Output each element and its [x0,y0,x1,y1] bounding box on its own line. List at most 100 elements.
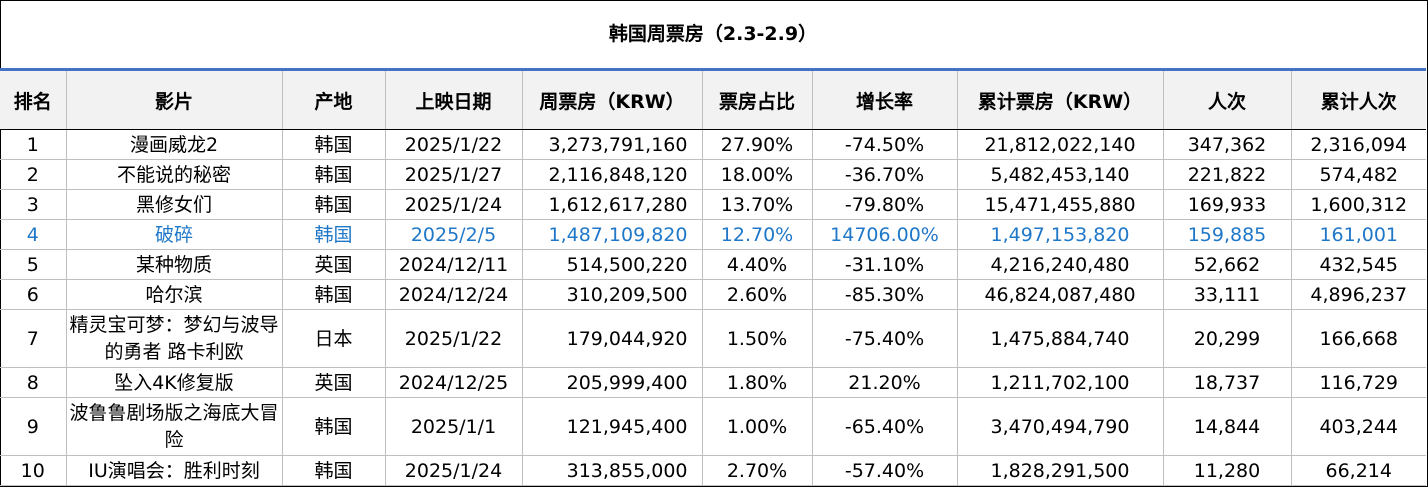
cell-total-gross: 21,812,022,140 [957,129,1164,160]
cell-weekly-gross: 310,209,500 [522,279,703,310]
cell-film: 不能说的秘密 [66,159,283,190]
cell-release-date: 2025/1/24 [385,189,523,220]
cell-share: 4.40% [702,249,813,280]
cell-origin: 韩国 [282,455,386,486]
cell-growth: -79.80% [812,189,958,220]
cell-total-admissions: 166,668 [1291,309,1426,368]
cell-total-gross: 5,482,453,140 [957,159,1164,190]
cell-rank: 8 [0,367,67,398]
cell-growth: -75.40% [812,309,958,368]
cell-weekly-gross: 1,487,109,820 [522,219,703,250]
cell-rank: 3 [0,189,67,220]
cell-film: IU演唱会：胜利时刻 [66,455,283,486]
cell-growth: -85.30% [812,279,958,310]
cell-film: 坠入4K修复版 [66,367,283,398]
table-row: 5 某种物质 英国 2024/12/11 514,500,220 4.40% -… [0,249,1426,280]
cell-weekly-gross: 514,500,220 [522,249,703,280]
cell-growth: -57.40% [812,455,958,486]
cell-total-gross: 1,828,291,500 [957,455,1164,486]
cell-admissions: 159,885 [1163,219,1292,250]
table-row: 3 黑修女们 韩国 2025/1/24 1,612,617,280 13.70%… [0,189,1426,220]
column-header-growth: 增长率 [812,71,958,130]
cell-admissions: 169,933 [1163,189,1292,220]
cell-film: 漫画威龙2 [66,129,283,160]
cell-total-gross: 46,824,087,480 [957,279,1164,310]
cell-total-admissions: 161,001 [1291,219,1426,250]
cell-admissions: 221,822 [1163,159,1292,190]
cell-total-admissions: 4,896,237 [1291,279,1426,310]
cell-admissions: 14,844 [1163,397,1292,456]
cell-share: 18.00% [702,159,813,190]
cell-total-admissions: 432,545 [1291,249,1426,280]
cell-rank: 7 [0,309,67,368]
cell-growth: -36.70% [812,159,958,190]
cell-weekly-gross: 205,999,400 [522,367,703,398]
cell-release-date: 2024/12/24 [385,279,523,310]
box-office-table: 排名 影片 产地 上映日期 周票房（KRW） 票房占比 增长率 累计票房（KRW… [0,71,1426,486]
cell-total-gross: 4,216,240,480 [957,249,1164,280]
table-row: 6 哈尔滨 韩国 2024/12/24 310,209,500 2.60% -8… [0,279,1426,310]
cell-film: 破碎 [66,219,283,250]
cell-film: 波鲁鲁剧场版之海底大冒险 [66,397,283,456]
cell-release-date: 2025/1/22 [385,309,523,368]
cell-film: 精灵宝可梦：梦幻与波导的勇者 路卡利欧 [66,309,283,368]
cell-origin: 韩国 [282,219,386,250]
cell-growth: -65.40% [812,397,958,456]
cell-rank: 2 [0,159,67,190]
cell-total-gross: 15,471,455,880 [957,189,1164,220]
cell-total-gross: 1,497,153,820 [957,219,1164,250]
cell-share: 13.70% [702,189,813,220]
header-row: 排名 影片 产地 上映日期 周票房（KRW） 票房占比 增长率 累计票房（KRW… [0,71,1426,130]
column-header-rank: 排名 [0,71,67,130]
cell-film: 某种物质 [66,249,283,280]
cell-total-admissions: 574,482 [1291,159,1426,190]
cell-growth: -74.50% [812,129,958,160]
cell-release-date: 2025/1/27 [385,159,523,190]
cell-rank: 10 [0,455,67,486]
cell-release-date: 2024/12/11 [385,249,523,280]
cell-rank: 6 [0,279,67,310]
cell-total-admissions: 66,214 [1291,455,1426,486]
cell-release-date: 2025/2/5 [385,219,523,250]
cell-film: 哈尔滨 [66,279,283,310]
cell-origin: 韩国 [282,159,386,190]
cell-origin: 英国 [282,249,386,280]
cell-admissions: 18,737 [1163,367,1292,398]
cell-admissions: 11,280 [1163,455,1292,486]
cell-total-gross: 1,211,702,100 [957,367,1164,398]
cell-release-date: 2025/1/1 [385,397,523,456]
table-row: 1 漫画威龙2 韩国 2025/1/22 3,273,791,160 27.90… [0,129,1426,160]
cell-origin: 韩国 [282,189,386,220]
cell-total-admissions: 1,600,312 [1291,189,1426,220]
table-title: 韩国周票房（2.3-2.9） [608,23,818,45]
cell-origin: 韩国 [282,279,386,310]
cell-rank: 5 [0,249,67,280]
table-row: 8 坠入4K修复版 英国 2024/12/25 205,999,400 1.80… [0,367,1426,398]
table-row: 10 IU演唱会：胜利时刻 韩国 2025/1/24 313,855,000 2… [0,455,1426,486]
table-row: 2 不能说的秘密 韩国 2025/1/27 2,116,848,120 18.0… [0,159,1426,190]
cell-film: 黑修女们 [66,189,283,220]
cell-weekly-gross: 3,273,791,160 [522,129,703,160]
cell-total-admissions: 403,244 [1291,397,1426,456]
column-header-weekly-gross: 周票房（KRW） [522,71,703,130]
column-header-origin: 产地 [282,71,386,130]
column-header-total-gross: 累计票房（KRW） [957,71,1164,130]
cell-admissions: 347,362 [1163,129,1292,160]
cell-weekly-gross: 1,612,617,280 [522,189,703,220]
cell-release-date: 2025/1/22 [385,129,523,160]
column-header-release-date: 上映日期 [385,71,523,130]
cell-origin: 韩国 [282,129,386,160]
cell-admissions: 33,111 [1163,279,1292,310]
cell-weekly-gross: 121,945,400 [522,397,703,456]
column-header-total-admissions: 累计人次 [1291,71,1426,130]
cell-growth: 21.20% [812,367,958,398]
cell-share: 1.80% [702,367,813,398]
cell-share: 12.70% [702,219,813,250]
cell-origin: 英国 [282,367,386,398]
table-row: 9 波鲁鲁剧场版之海底大冒险 韩国 2025/1/1 121,945,400 1… [0,397,1426,456]
cell-share: 2.70% [702,455,813,486]
cell-origin: 日本 [282,309,386,368]
cell-total-gross: 1,475,884,740 [957,309,1164,368]
column-header-admissions: 人次 [1163,71,1292,130]
cell-growth: 14706.00% [812,219,958,250]
